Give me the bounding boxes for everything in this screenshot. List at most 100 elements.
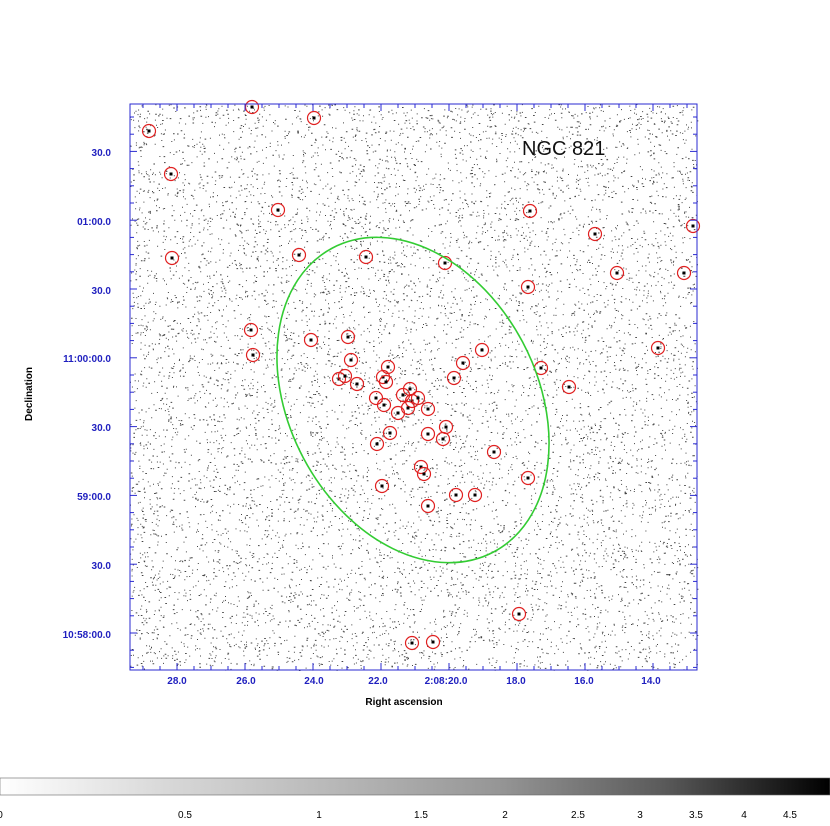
source-region-circle (511, 606, 527, 622)
object-title: NGC 821 (522, 138, 605, 160)
source-core (441, 437, 445, 441)
source-region-circle (474, 342, 490, 358)
image-field (130, 99, 701, 671)
source-region-circle (374, 478, 390, 494)
source-region-circle (402, 381, 418, 397)
colorbar-tick-label: 3 (637, 810, 643, 821)
source-region-circle (400, 400, 416, 416)
source-core (343, 374, 347, 378)
source-region-circle (486, 444, 502, 460)
source-core (426, 504, 430, 508)
source-core (444, 425, 448, 429)
source-region-circle (380, 359, 396, 375)
source-region-circle (587, 226, 603, 242)
source-core (355, 382, 359, 386)
colorbar-tick-label: 3.5 (689, 810, 703, 821)
ra-tick-label: 24.0 (304, 676, 324, 687)
source-region-circle (438, 419, 454, 435)
source-core (410, 641, 414, 645)
source-region-circle (455, 355, 471, 371)
source-core (443, 261, 447, 265)
ra-tick-label: 18.0 (506, 676, 526, 687)
source-region-circle (245, 347, 261, 363)
source-core (473, 493, 477, 497)
source-region-circle (609, 265, 625, 281)
dec-tick-label: 30.0 (92, 561, 112, 572)
source-core (431, 640, 435, 644)
source-core (526, 285, 530, 289)
source-core (416, 396, 420, 400)
source-core (396, 411, 400, 415)
dec-tick-label: 11:00:00.0 (63, 354, 111, 365)
source-region-circle (520, 279, 536, 295)
source-core (480, 348, 484, 352)
source-core (382, 403, 386, 407)
colorbar-tick-label: 1 (316, 810, 322, 821)
source-core (401, 393, 405, 397)
ra-tick-label: 22.0 (368, 676, 388, 687)
plot-frame (129, 103, 698, 671)
source-core (408, 387, 412, 391)
source-core (147, 129, 151, 133)
source-region-circle (650, 340, 666, 356)
source-region-circle (164, 250, 180, 266)
source-region-circle (349, 376, 365, 392)
source-core (426, 407, 430, 411)
source-region-circle (303, 332, 319, 348)
source-core (384, 380, 388, 384)
source-region-circle (425, 634, 441, 650)
y-axis-title: Declination (24, 367, 35, 421)
source-region-circle (561, 379, 577, 395)
colorbar-gradient (0, 777, 830, 796)
source-core (349, 358, 353, 362)
ra-tick-label: 28.0 (167, 676, 187, 687)
dec-tick-label: 30.0 (92, 286, 112, 297)
source-core (380, 484, 384, 488)
source-region-circle (420, 498, 436, 514)
source-region-circle (163, 166, 179, 182)
colorbar: 0 0.5 1 1.5 2 2.5 3 3.5 4 4.5 (0, 777, 830, 821)
source-core (381, 375, 385, 379)
tick-marks (130, 104, 697, 670)
source-region-circle (467, 487, 483, 503)
source-core (615, 271, 619, 275)
colorbar-tick-label: 4.5 (783, 810, 797, 821)
source-core (422, 472, 426, 476)
dec-tick-label: 01:00.0 (77, 217, 111, 228)
ra-tick-label: 14.0 (641, 676, 661, 687)
source-region-circle (291, 247, 307, 263)
source-core (364, 255, 368, 259)
source-core (312, 116, 316, 120)
source-core (492, 450, 496, 454)
source-region-circle (676, 265, 692, 281)
source-core (517, 612, 521, 616)
source-core (656, 346, 660, 350)
source-core (682, 271, 686, 275)
dec-tick-label: 30.0 (92, 423, 112, 434)
source-core (170, 256, 174, 260)
source-core (461, 361, 465, 365)
source-core (388, 431, 392, 435)
ra-tick-label: 26.0 (236, 676, 256, 687)
source-core (526, 476, 530, 480)
source-region-circle (376, 397, 392, 413)
colorbar-tick-label: 1.5 (414, 810, 428, 821)
source-core (249, 328, 253, 332)
source-core (691, 224, 695, 228)
source-core (374, 396, 378, 400)
source-region-circle (416, 466, 432, 482)
source-region-circle (420, 426, 436, 442)
source-region-circle (270, 202, 286, 218)
source-region-circle (369, 436, 385, 452)
source-region-circle (343, 352, 359, 368)
source-region-circle (382, 425, 398, 441)
source-core (528, 209, 532, 213)
source-region-circle (446, 370, 462, 386)
colorbar-tick-labels: 0 0.5 1 1.5 2 2.5 3 3.5 4 4.5 (0, 810, 797, 821)
source-core (539, 366, 543, 370)
source-core (169, 172, 173, 176)
source-region-circle (340, 329, 356, 345)
source-region-circle (522, 203, 538, 219)
ra-tick-label: 2:08:20.0 (425, 676, 468, 687)
